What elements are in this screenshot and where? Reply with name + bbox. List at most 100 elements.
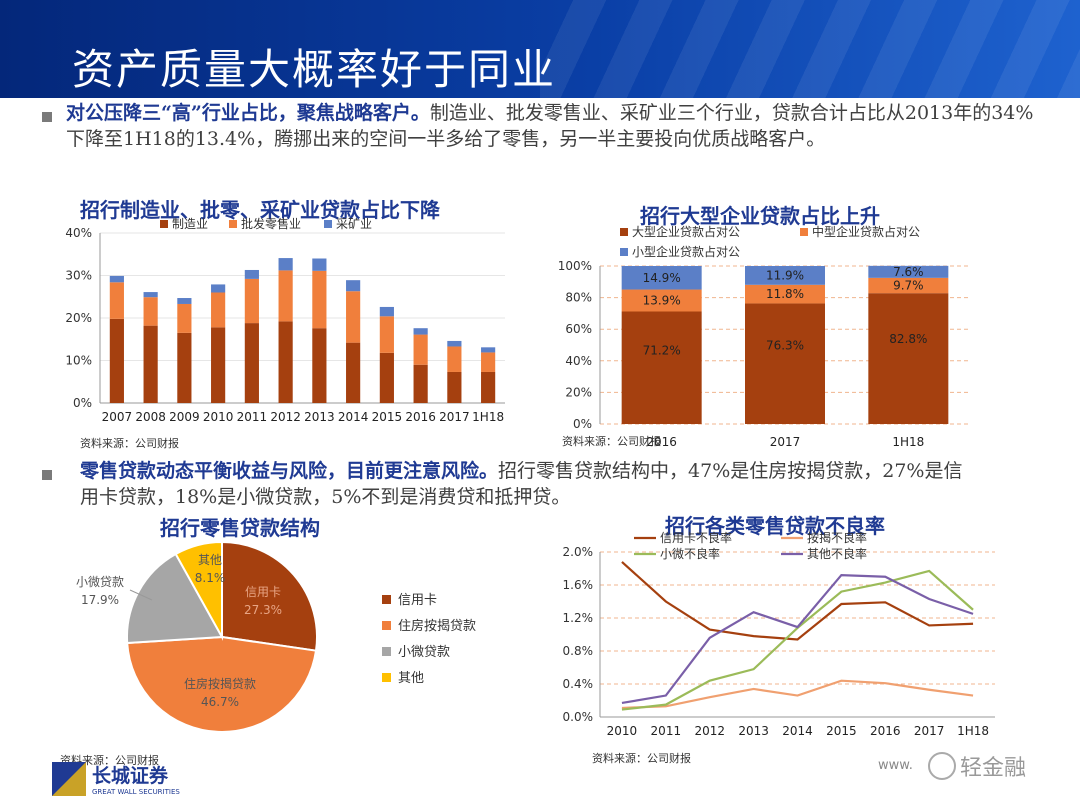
data-label: 11.8% <box>766 287 804 301</box>
bar-medium <box>745 284 825 304</box>
header-banner: 资产质量大概率好于同业 <box>0 0 1080 98</box>
x-tick-label: 1H18 <box>957 724 989 738</box>
legend-swatch <box>800 228 808 236</box>
bar-wholesale-retail <box>346 291 361 343</box>
data-label: 11.9% <box>766 268 804 282</box>
x-tick-label: 2017 <box>439 410 470 424</box>
y-tick-label: 10% <box>65 354 92 368</box>
bar-mining <box>244 269 259 279</box>
bar-wholesale-retail <box>447 346 462 372</box>
x-tick-label: 1H18 <box>472 410 504 424</box>
paragraph-1: 对公压降三“高”行业占比，聚焦战略客户。制造业、批发零售业、采矿业三个行业，贷款… <box>66 100 1046 152</box>
chart-title-industry: 招行制造业、批零、采矿业贷款占比下降 <box>80 198 440 222</box>
y-tick-label: 20% <box>65 311 92 325</box>
x-tick-label: 2014 <box>338 410 369 424</box>
bar-manufacturing <box>413 364 428 403</box>
legend-swatch <box>620 248 628 256</box>
source-note-corp: 资料来源：公司财报 <box>562 435 661 448</box>
legend-swatch <box>382 595 391 604</box>
bar-large <box>868 293 949 424</box>
legend-label: 其他 <box>398 671 424 686</box>
bar-small <box>868 265 949 278</box>
bar-mining <box>312 258 327 271</box>
bar-wholesale-retail <box>278 270 293 322</box>
bar-mining <box>278 258 293 271</box>
line-other <box>621 573 974 705</box>
x-tick-label: 2015 <box>372 410 403 424</box>
bar-mining <box>211 284 226 293</box>
industry-loan-chart: 0%10%20%30%40%2007 2008 2009 2010 2011 2012 20… <box>65 216 505 424</box>
bar-manufacturing <box>278 321 293 403</box>
slice-label: 住房按揭贷款 <box>184 676 256 691</box>
x-tick-label: 2013 <box>304 410 335 424</box>
header-decoration <box>540 0 1080 98</box>
paragraph-2-text: 招行零售贷款结构中，47%是住房按揭贷款，27%是信用卡贷款，18%是小微贷款，… <box>80 460 963 508</box>
bar-medium <box>621 289 702 312</box>
wechat-icon <box>928 752 956 780</box>
legend-label: 制造业 <box>172 217 208 231</box>
x-tick-label: 2011 <box>651 724 682 738</box>
y-tick-label: 40% <box>565 354 592 368</box>
bar-mining <box>143 292 158 298</box>
bullet-marker <box>42 112 52 122</box>
x-tick-label: 2013 <box>738 724 769 738</box>
paragraph-1-lead: 对公压降三“高”行业占比，聚焦战略客户。 <box>66 102 430 124</box>
corporate-loan-chart: 0% 20% 40% 60% 80% 100% 71.2% 13.9% 14.9% 2016 76.… <box>558 224 970 449</box>
bar-wholesale-retail <box>379 316 394 353</box>
x-tick-label: 2016 <box>870 724 901 738</box>
bar-wholesale-retail <box>413 334 428 365</box>
bar-manufacturing <box>447 371 462 403</box>
legend-label: 大型企业贷款占对公 <box>632 224 740 239</box>
bar-manufacturing <box>244 323 259 403</box>
x-tick-label: 2007 <box>102 410 133 424</box>
slice-value: 17.9% <box>81 593 119 607</box>
data-label: 76.3% <box>766 338 804 352</box>
legend-swatch <box>382 673 391 682</box>
legend-swatch <box>229 220 237 228</box>
watermark-brand: 轻金融 <box>960 756 1027 781</box>
legend-label: 批发零售业 <box>241 216 301 231</box>
line-mortgage <box>621 679 974 710</box>
legend-label: 按揭不良率 <box>807 530 867 545</box>
x-tick-label: 2008 <box>135 410 166 424</box>
legend-swatch <box>382 647 391 656</box>
x-tick-label: 2017 <box>914 724 945 738</box>
data-label: 13.9% <box>643 294 681 308</box>
retail-structure-chart: 信用卡 27.3% 住房按揭贷款 46.7% 小微贷款 17.9% 其他 8.1% 信用卡住房按… <box>76 540 476 734</box>
bullet-marker <box>42 470 52 480</box>
y-tick-label: 80% <box>565 291 592 305</box>
data-label: 82.8% <box>889 332 927 346</box>
y-tick-label: 60% <box>565 322 592 336</box>
legend-swatch <box>160 220 168 228</box>
logo-english: GREAT WALL SECURITIES <box>92 788 180 796</box>
pie-slice <box>174 540 223 641</box>
slice-label: 其他 <box>198 553 222 567</box>
bar-wholesale-retail <box>244 278 259 324</box>
paragraph-2-lead: 零售贷款动态平衡收益与风险，目前更注意风险。 <box>80 460 499 482</box>
legend-label: 小型企业贷款占对公 <box>632 244 740 259</box>
x-tick-label: 2017 <box>770 435 801 449</box>
bar-wholesale-retail <box>481 352 496 372</box>
legend-swatch <box>324 220 332 228</box>
bar-mining <box>379 306 394 317</box>
source-note-industry: 资料来源：公司财报 <box>80 437 179 450</box>
x-tick-label: 2012 <box>270 410 301 424</box>
y-tick-label: 1.6% <box>563 578 594 592</box>
y-tick-label: 30% <box>65 269 92 283</box>
y-tick-label: 20% <box>565 385 592 399</box>
bar-wholesale-retail <box>177 303 192 333</box>
y-tick-label: 0.8% <box>563 644 594 658</box>
y-tick-label: 0.0% <box>563 710 594 724</box>
slice-value: 8.1% <box>195 571 226 585</box>
bar-mining <box>346 280 361 292</box>
legend-label: 信用卡 <box>398 593 437 608</box>
legend-label: 信用卡不良率 <box>660 530 732 545</box>
bar-small <box>621 266 702 290</box>
x-tick-label: 2010 <box>607 724 638 738</box>
y-tick-label: 0% <box>573 417 592 431</box>
legend-label: 住房按揭贷款 <box>398 618 476 634</box>
legend-label: 采矿业 <box>336 217 372 231</box>
data-label: 71.2% <box>643 343 681 357</box>
bar-mining <box>109 275 124 283</box>
bar-manufacturing <box>109 318 124 403</box>
